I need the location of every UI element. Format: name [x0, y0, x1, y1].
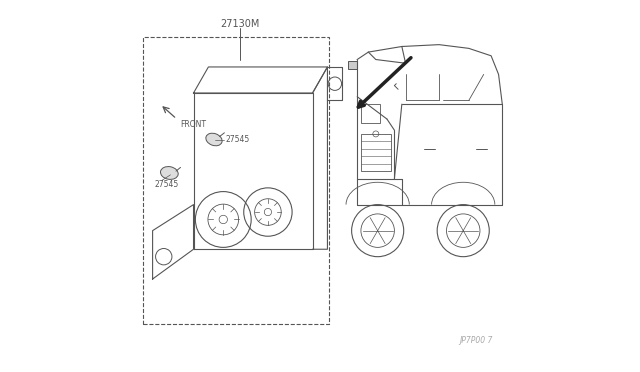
- Circle shape: [447, 214, 480, 247]
- Text: 27130M: 27130M: [220, 19, 260, 29]
- Text: FRONT: FRONT: [180, 120, 207, 129]
- Bar: [143, 37, 330, 324]
- Bar: [348, 61, 357, 69]
- Ellipse shape: [206, 133, 222, 146]
- Text: 27545: 27545: [225, 135, 250, 144]
- Text: JP7P00 7: JP7P00 7: [460, 336, 493, 345]
- Circle shape: [437, 205, 489, 257]
- Text: 27545: 27545: [154, 180, 179, 189]
- Ellipse shape: [161, 167, 178, 179]
- Bar: [361, 104, 380, 123]
- Circle shape: [361, 214, 394, 247]
- Bar: [361, 134, 390, 171]
- Circle shape: [351, 205, 404, 257]
